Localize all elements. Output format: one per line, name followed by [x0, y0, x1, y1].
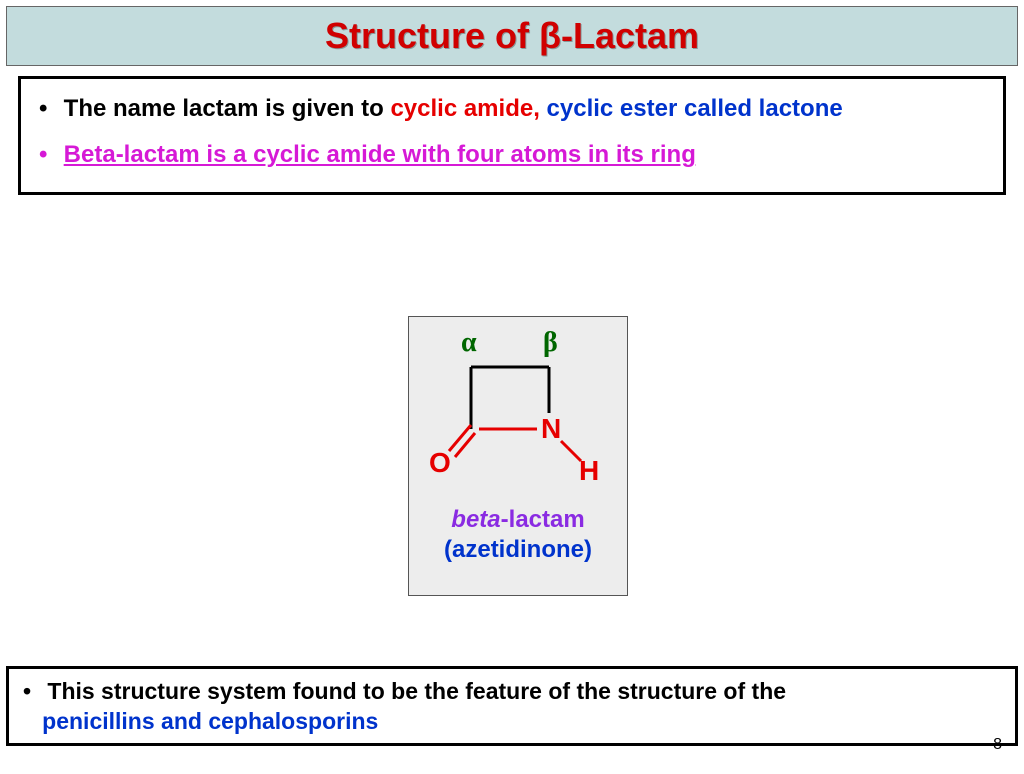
molecule-diagram: α β N O H [409, 317, 627, 497]
info-box-top: • The name lactam is given to cyclic ami… [18, 76, 1006, 195]
alpha-label: α [461, 327, 477, 359]
text-magenta-1: Beta-lactam is a cyclic amide with four … [64, 141, 696, 168]
info-box-bottom: • This structure system found to be the … [6, 666, 1018, 746]
caption-azetidinone: (azetidinone) [444, 536, 592, 563]
diagram-box: α β N O H beta-lactam (azetidinone) [408, 316, 628, 596]
oxygen-atom: O [429, 447, 451, 479]
bullet-marker: • [39, 93, 57, 125]
nitrogen-atom: N [541, 413, 561, 445]
bullet-line-1: • The name lactam is given to cyclic ami… [39, 93, 985, 125]
bullet-marker: • [39, 139, 57, 171]
text-blue-1: cyclic ester called lactone [547, 95, 843, 122]
text-black-1: The name lactam is given to [64, 95, 391, 122]
title-prefix: Structure of [325, 15, 539, 56]
text-black-2: This structure system found to be the fe… [47, 678, 786, 704]
text-red-1: cyclic amide, [390, 95, 546, 122]
page-number: 8 [993, 736, 1002, 754]
page-title: Structure of β-Lactam [325, 15, 699, 56]
title-bar: Structure of β-Lactam [6, 6, 1018, 66]
hydrogen-atom: H [579, 455, 599, 487]
caption-beta-rest: -lactam [501, 506, 585, 533]
text-blue-2: penicillins and cephalosporins [42, 708, 378, 734]
caption-beta-italic: beta [451, 506, 500, 533]
bottom-line: • This structure system found to be the … [23, 677, 1001, 737]
bullet-line-2: • Beta-lactam is a cyclic amide with fou… [39, 139, 985, 171]
title-beta: β [539, 15, 561, 56]
diagram-caption: beta-lactam (azetidinone) [409, 505, 627, 565]
beta-label: β [543, 327, 558, 359]
title-suffix: -Lactam [561, 15, 699, 56]
bullet-marker: • [23, 677, 41, 707]
